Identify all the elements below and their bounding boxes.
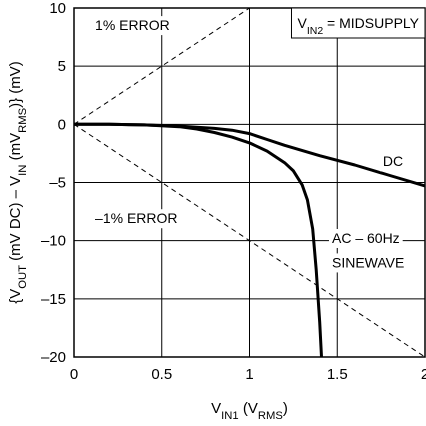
x-tick-label-2: 1 [245,366,253,383]
annotation-3: AC – 60Hz [332,230,400,246]
annotation-bg-4 [328,253,408,273]
annotation-bg-3 [328,228,403,248]
y-tick-label-4: –10 [41,233,66,250]
y-tick-label-0: 10 [49,0,66,17]
x-tick-label-1: 0.5 [151,366,172,383]
plot-frame [73,7,426,358]
annotation-bg-2 [379,152,407,172]
legend-box [290,7,426,39]
y-tick-label-3: –5 [49,175,66,192]
y-tick-label-1: 5 [58,58,66,75]
x-axis-label: VIN1 (VRMS) [211,400,288,421]
series-line-2 [74,122,323,357]
annotation-bg-1 [92,209,181,229]
y-tick-label-6: –20 [41,349,66,366]
legend-box-text: VIN2 = MIDSUPPLY [297,15,419,37]
y-tick-label-2: 0 [58,116,66,133]
annotation-4: SINEWAVE [332,254,404,270]
series-line-4 [74,123,425,357]
x-tick-label-0: 0 [70,366,78,383]
annotation-bg-0 [92,16,173,36]
x-tick-label-3: 1.5 [327,366,348,383]
annotation-0: 1% ERROR [95,17,170,33]
annotation-2: DC [383,153,403,169]
y-axis-label: {VOUT (mV DC) – VIN (mVRMS)} (mV) [7,61,29,304]
y-tick-label-5: –15 [41,291,66,308]
annotation-1: –1% ERROR [95,210,177,226]
x-tick-label-4: 2 [421,366,426,383]
